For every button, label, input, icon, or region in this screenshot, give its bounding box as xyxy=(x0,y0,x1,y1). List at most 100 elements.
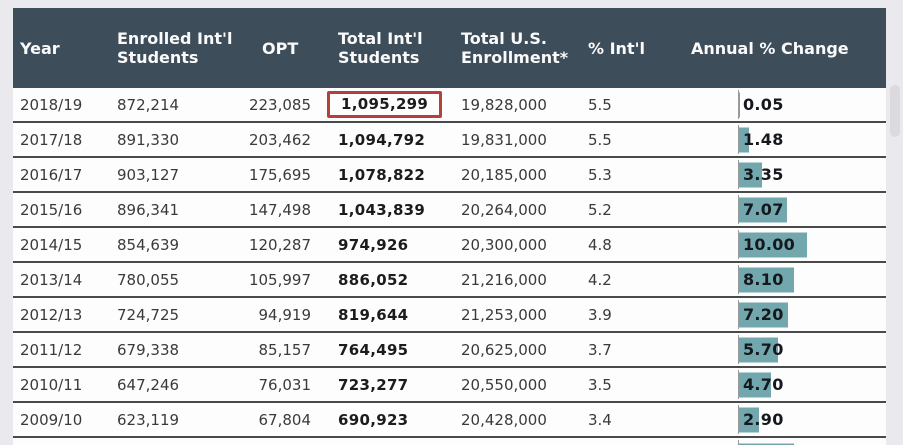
opt-cell: 223,085 xyxy=(248,95,311,114)
bar-axis-line xyxy=(738,195,739,224)
column-header-enrolled-intl: Enrolled Int'l Students xyxy=(117,29,233,67)
annual-change-cell: 10.00 xyxy=(681,228,886,261)
bar-axis-line xyxy=(738,370,739,399)
bar-axis-line xyxy=(738,90,739,119)
pct-intl-cell: 3.5 xyxy=(588,375,612,394)
enrolled-intl-cell: 780,055 xyxy=(117,270,180,289)
pct-intl-cell: 5.5 xyxy=(588,130,612,149)
annual-change-cell: 8.10 xyxy=(681,263,886,296)
total-intl-value: 1,078,822 xyxy=(338,165,426,184)
annual-change-bar xyxy=(739,443,794,445)
enrolled-intl-cell: 872,214 xyxy=(117,95,180,114)
enrollment-table: Year Enrolled Int'l Students OPT Total I… xyxy=(13,8,886,445)
table-body: 2018/19 872,214 223,085 1,095,299 19,828… xyxy=(13,88,886,445)
column-header-total-us: Total U.S. Enrollment* xyxy=(461,29,569,67)
total-intl-value: 723,277 xyxy=(338,375,409,394)
annual-change-bar-group: 2.90 xyxy=(738,403,886,436)
total-intl-cell: 819,644 xyxy=(313,306,450,324)
total-intl-value: 886,052 xyxy=(338,270,409,289)
table-row: 2010/11 647,246 76,031 723,277 20,550,00… xyxy=(13,368,886,403)
year-cell: 2015/16 xyxy=(20,200,83,219)
annual-change-value: 8.10 xyxy=(743,270,784,289)
annual-change-cell: 3.35 xyxy=(681,158,886,191)
total-intl-cell: 764,495 xyxy=(313,341,450,359)
annual-change-bar-group: 0.05 xyxy=(738,88,886,121)
total-intl-cell: 1,095,299 xyxy=(313,91,450,118)
annual-change-value: 1.48 xyxy=(743,130,784,149)
total-us-cell: 21,216,000 xyxy=(461,270,547,289)
annual-change-bar-group: 1.48 xyxy=(738,123,886,156)
annual-change-value: 7.07 xyxy=(743,200,784,219)
total-intl-value: 974,926 xyxy=(338,235,409,254)
annual-change-bar xyxy=(739,162,762,187)
scrollbar-thumb[interactable] xyxy=(890,85,900,137)
bar-axis-line xyxy=(738,265,739,294)
column-header-year: Year xyxy=(20,38,60,58)
total-intl-value: 1,094,792 xyxy=(338,130,426,149)
table-row: 2018/19 872,214 223,085 1,095,299 19,828… xyxy=(13,88,886,123)
enrolled-intl-cell: 679,338 xyxy=(117,340,180,359)
pct-intl-cell: 5.5 xyxy=(588,95,612,114)
pct-intl-cell: 3.4 xyxy=(588,410,612,429)
table-row: 2013/14 780,055 105,997 886,052 21,216,0… xyxy=(13,263,886,298)
annual-change-value: 4.70 xyxy=(743,375,784,394)
bar-axis-line xyxy=(738,440,739,445)
annual-change-cell: 1.48 xyxy=(681,123,886,156)
total-intl-cell: 690,923 xyxy=(313,411,450,429)
total-intl-value: 819,644 xyxy=(338,305,409,324)
table-row: 2011/12 679,338 85,157 764,495 20,625,00… xyxy=(13,333,886,368)
year-cell: 2011/12 xyxy=(20,340,83,359)
opt-cell: 94,919 xyxy=(258,305,312,324)
opt-cell: 67,804 xyxy=(258,410,312,429)
annual-change-value: 2.90 xyxy=(743,410,784,429)
total-us-cell: 19,828,000 xyxy=(461,95,547,114)
opt-cell: 76,031 xyxy=(258,375,312,394)
total-intl-value: 1,095,299 xyxy=(327,91,443,118)
annual-change-cell: 4.70 xyxy=(681,368,886,401)
annual-change-value: 7.20 xyxy=(743,305,784,324)
table-row: 2016/17 903,127 175,695 1,078,822 20,185… xyxy=(13,158,886,193)
table-row: 2017/18 891,330 203,462 1,094,792 19,831… xyxy=(13,123,886,158)
annual-change-cell xyxy=(681,438,886,445)
enrolled-intl-cell: 623,119 xyxy=(117,410,180,429)
annual-change-value: 3.35 xyxy=(743,165,784,184)
column-header-pct-intl: % Int'l xyxy=(588,38,645,58)
total-us-cell: 21,253,000 xyxy=(461,305,547,324)
annual-change-bar-group xyxy=(738,438,886,445)
bar-axis-line xyxy=(738,160,739,189)
annual-change-bar-group: 3.35 xyxy=(738,158,886,191)
bar-axis-line xyxy=(738,335,739,364)
enrolled-intl-cell: 891,330 xyxy=(117,130,180,149)
bar-axis-line xyxy=(738,230,739,259)
annual-change-bar xyxy=(739,127,750,152)
total-intl-value: 764,495 xyxy=(338,340,409,359)
year-cell: 2013/14 xyxy=(20,270,83,289)
column-header-opt: OPT xyxy=(262,38,299,58)
total-intl-value: 690,923 xyxy=(338,410,409,429)
enrolled-intl-cell: 896,341 xyxy=(117,200,180,219)
table-row: 2015/16 896,341 147,498 1,043,839 20,264… xyxy=(13,193,886,228)
year-cell: 2012/13 xyxy=(20,305,83,324)
annual-change-cell: 7.07 xyxy=(681,193,886,226)
total-us-cell: 20,550,000 xyxy=(461,375,547,394)
bar-axis-line xyxy=(738,125,739,154)
bar-axis-line xyxy=(738,300,739,329)
annual-change-value: 10.00 xyxy=(743,235,796,254)
opt-cell: 203,462 xyxy=(248,130,311,149)
table-row: 2014/15 854,639 120,287 974,926 20,300,0… xyxy=(13,228,886,263)
pct-intl-cell: 5.2 xyxy=(588,200,612,219)
table-header-row: Year Enrolled Int'l Students OPT Total I… xyxy=(13,8,886,88)
annual-change-bar xyxy=(739,337,778,362)
annual-change-cell: 5.70 xyxy=(681,333,886,366)
total-intl-cell: 886,052 xyxy=(313,271,450,289)
year-cell: 2018/19 xyxy=(20,95,83,114)
total-us-cell: 20,625,000 xyxy=(461,340,547,359)
bar-axis-line xyxy=(738,405,739,434)
annual-change-bar-group: 7.07 xyxy=(738,193,886,226)
annual-change-bar xyxy=(739,302,788,327)
opt-cell: 147,498 xyxy=(248,200,311,219)
table-row: 2009/10 623,119 67,804 690,923 20,428,00… xyxy=(13,403,886,438)
total-us-cell: 20,185,000 xyxy=(461,165,547,184)
year-cell: 2016/17 xyxy=(20,165,83,184)
